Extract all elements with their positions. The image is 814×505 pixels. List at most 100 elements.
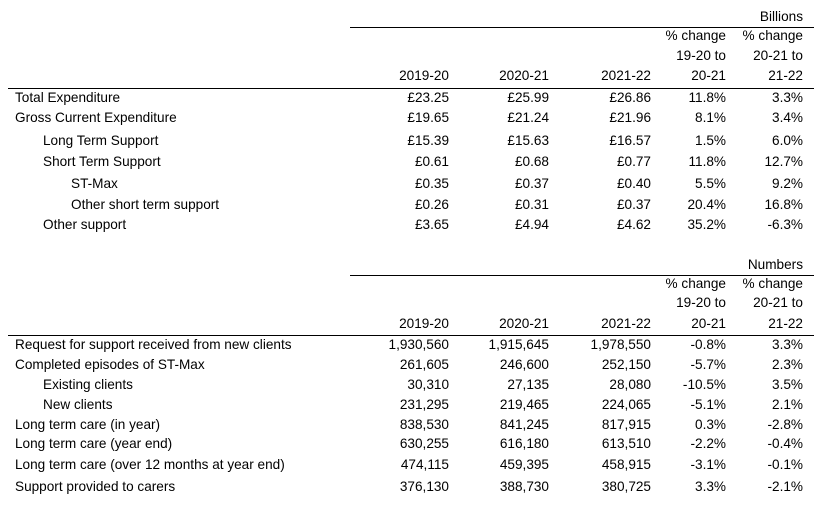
table-cell: 3.3% — [695, 479, 726, 494]
year-header: 2020-21 — [499, 316, 549, 331]
unit-label: Numbers — [747, 257, 803, 272]
pct-change-header-2: % change — [742, 28, 803, 43]
table-cell: £4.94 — [514, 217, 549, 232]
table-cell: 8.1% — [695, 110, 726, 125]
table-cell: 376,130 — [399, 479, 449, 494]
row-label: Gross Current Expenditure — [15, 110, 177, 125]
header-top-rule — [350, 275, 814, 276]
table-cell: 224,065 — [601, 397, 651, 412]
table-cell: 2.3% — [772, 357, 803, 372]
pct-change-header-2: 20-21 to — [753, 48, 803, 63]
table-cell: 1,915,645 — [488, 337, 549, 352]
table-cell: 3.4% — [772, 110, 803, 125]
table-cell: 11.8% — [688, 90, 726, 105]
table-cell: -5.7% — [690, 357, 726, 372]
table-cell: 458,915 — [601, 457, 651, 472]
table-cell: 246,600 — [499, 357, 549, 372]
table-cell: £25.99 — [507, 90, 549, 105]
table-cell: 1,978,550 — [590, 337, 651, 352]
table-cell: £0.26 — [414, 197, 449, 212]
row-label: Long term care (over 12 months at year e… — [15, 457, 285, 472]
table-cell: 3.3% — [772, 337, 803, 352]
table-cell: £0.68 — [514, 154, 549, 169]
table-cell: 2.1% — [772, 397, 803, 412]
table-cell: £15.39 — [407, 133, 449, 148]
table-cell: -3.1% — [690, 457, 726, 472]
table-cell: 6.0% — [772, 133, 803, 148]
table-cell: £0.40 — [616, 176, 651, 191]
table-cell: -2.8% — [767, 417, 803, 432]
table-cell: 459,395 — [499, 457, 549, 472]
row-label: Long term care (in year) — [15, 417, 161, 432]
year-header: 2019-20 — [399, 68, 449, 83]
table-cell: £19.65 — [407, 110, 449, 125]
table-cell: 5.5% — [695, 176, 726, 191]
table-cell: £21.96 — [609, 110, 651, 125]
pct-change-header-1: 19-20 to — [676, 295, 726, 310]
table-cell: £21.24 — [507, 110, 549, 125]
row-label: Other support — [43, 217, 127, 232]
table-cell: 16.8% — [764, 197, 803, 212]
year-header: 2019-20 — [399, 316, 449, 331]
table-cell: 616,180 — [499, 436, 549, 451]
table-cell: 11.8% — [688, 154, 726, 169]
table-cell: -2.2% — [690, 436, 726, 451]
header-top-rule — [350, 27, 814, 28]
pct-change-header-1: % change — [665, 276, 726, 291]
table-cell: -5.1% — [690, 397, 726, 412]
table-cell: 474,115 — [400, 457, 449, 472]
pct-change-header-2: 21-22 — [768, 68, 803, 83]
table-cell: 613,510 — [601, 436, 651, 451]
row-label: Long Term Support — [43, 133, 159, 148]
table-cell: £0.37 — [616, 197, 651, 212]
table-cell: -0.4% — [767, 436, 803, 451]
unit-label: Billions — [759, 9, 803, 24]
pct-change-header-1: % change — [665, 28, 726, 43]
row-label: Completed episodes of ST-Max — [15, 357, 205, 372]
table-cell: £4.62 — [616, 217, 651, 232]
row-label: ST-Max — [71, 176, 118, 191]
table-cell: -0.1% — [767, 457, 803, 472]
year-header: 2021-22 — [601, 68, 651, 83]
table-cell: 380,725 — [601, 479, 651, 494]
table-cell: 35.2% — [687, 217, 726, 232]
year-header: 2020-21 — [499, 68, 549, 83]
pct-change-header-2: 21-22 — [768, 316, 803, 331]
table-cell: -2.1% — [767, 479, 803, 494]
table-cell: 841,245 — [499, 417, 549, 432]
table-cell: 261,605 — [399, 357, 449, 372]
table-cell: £0.77 — [616, 154, 651, 169]
table-cell: £15.63 — [507, 133, 549, 148]
pct-change-header-1: 19-20 to — [676, 48, 726, 63]
header-bottom-rule — [8, 88, 814, 89]
table-cell: 231,295 — [399, 397, 449, 412]
row-label: Other short term support — [71, 197, 220, 212]
year-header: 2021-22 — [601, 316, 651, 331]
pct-change-header-2: 20-21 to — [753, 295, 803, 310]
row-label: Request for support received from new cl… — [15, 337, 292, 352]
row-label: Short Term Support — [43, 154, 161, 169]
table-cell: 0.3% — [695, 417, 726, 432]
table-cell: £0.35 — [414, 176, 449, 191]
pct-change-header-2: % change — [742, 276, 803, 291]
table-cell: £3.65 — [414, 217, 449, 232]
table-cell: 1.5% — [695, 133, 726, 148]
table-cell: 30,310 — [407, 377, 449, 392]
table-cell: £0.37 — [514, 176, 549, 191]
pct-change-header-1: 20-21 — [691, 68, 726, 83]
table-cell: 817,915 — [601, 417, 651, 432]
row-label: Support provided to carers — [15, 479, 176, 494]
table-cell: -6.3% — [767, 217, 803, 232]
table-cell: 12.7% — [764, 154, 803, 169]
table-cell: £26.86 — [609, 90, 651, 105]
row-label: Total Expenditure — [15, 90, 121, 105]
table-cell: £16.57 — [609, 133, 651, 148]
table-cell: 3.5% — [772, 377, 803, 392]
pct-change-header-1: 20-21 — [691, 316, 726, 331]
table-cell: 3.3% — [772, 90, 803, 105]
table-cell: 1,930,560 — [388, 337, 449, 352]
table-cell: 630,255 — [399, 436, 449, 451]
table-cell: 388,730 — [499, 479, 549, 494]
table-cell: £0.31 — [514, 197, 549, 212]
table-cell: 9.2% — [772, 176, 803, 191]
